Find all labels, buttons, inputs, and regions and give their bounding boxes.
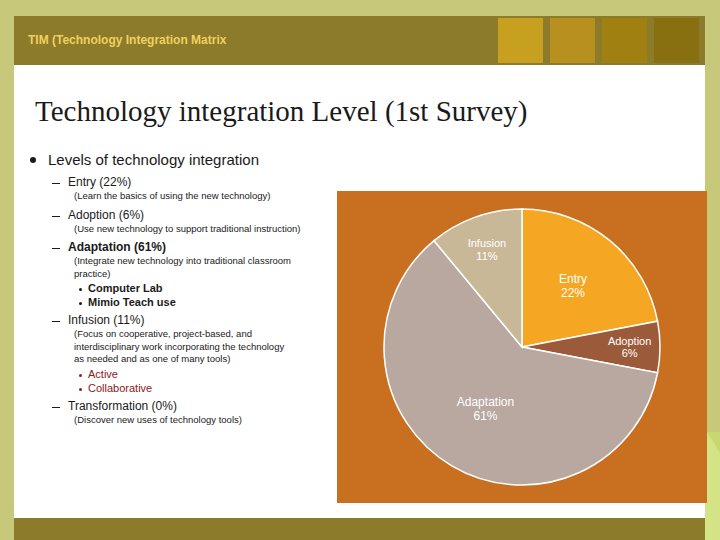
value-label: 22% bbox=[561, 286, 585, 300]
subtitle: TIM (Technology Integration Matrix bbox=[28, 16, 226, 65]
annotation: (Learn the basics of using the new techn… bbox=[22, 190, 327, 203]
dash bbox=[52, 216, 60, 217]
category-label: Infusion bbox=[468, 237, 507, 249]
value-label: 6% bbox=[622, 347, 638, 359]
bullet bbox=[79, 288, 82, 291]
bottom-bar bbox=[14, 518, 705, 540]
annotation-text: Transformation (0%) bbox=[68, 399, 177, 413]
labels: Entry22% Adoption6% Adaptation61% Infusion1… bbox=[457, 237, 652, 423]
value-label: 11% bbox=[476, 250, 497, 262]
dash bbox=[52, 407, 60, 408]
bullet bbox=[30, 157, 36, 163]
annotation-text: Entry (22%) bbox=[68, 175, 131, 189]
annotation: Levels of technology integration bbox=[22, 151, 327, 168]
annotation-text: (Use new technology to support tradition… bbox=[74, 223, 301, 234]
slices bbox=[384, 209, 660, 485]
header-square bbox=[602, 18, 647, 63]
annotation-text: Adoption (6%) bbox=[68, 208, 144, 222]
annotation: Collaborative bbox=[22, 382, 327, 394]
annotation-text: (Integrate new technology into tradition… bbox=[74, 255, 291, 279]
dash bbox=[52, 321, 60, 322]
header-square bbox=[498, 18, 543, 63]
annotation: Entry (22%) bbox=[22, 175, 327, 189]
title: Technology integration Level (1st Survey… bbox=[35, 95, 527, 128]
annotation-text: Active bbox=[88, 368, 118, 380]
bullet bbox=[79, 302, 82, 305]
bullet bbox=[79, 388, 82, 391]
annotation: (Focus on cooperative, project-based, an… bbox=[22, 328, 327, 366]
slice-label: Adoption6% bbox=[608, 335, 651, 360]
category-label: Adoption bbox=[608, 335, 651, 347]
value-label: 61% bbox=[473, 409, 497, 423]
annotation-text: Levels of technology integration bbox=[48, 151, 259, 168]
annotation: Computer Lab bbox=[22, 282, 327, 294]
pie-background bbox=[337, 191, 707, 503]
annotation: (Discover new uses of technology tools) bbox=[22, 414, 327, 427]
annotation: Adaptation (61%) bbox=[22, 240, 327, 254]
dash bbox=[52, 183, 60, 184]
dash bbox=[52, 248, 60, 249]
text-column: Levels of technology integration Entry (2… bbox=[22, 151, 327, 426]
annotation-text: (Discover new uses of technology tools) bbox=[74, 414, 242, 425]
annotation-text: Adaptation (61%) bbox=[68, 240, 166, 254]
bullet bbox=[79, 374, 82, 377]
header-square bbox=[654, 18, 699, 63]
annotation: Active bbox=[22, 368, 327, 380]
header-bar: TIM (Technology Integration Matrix bbox=[14, 16, 705, 65]
annotation: (Use new technology to support tradition… bbox=[22, 223, 327, 236]
annotation-text: Infusion (11%) bbox=[68, 313, 144, 327]
annotation-text: Collaborative bbox=[88, 382, 152, 394]
category-label: Entry bbox=[559, 272, 587, 286]
annotation-text: (Focus on cooperative, project-based, an… bbox=[74, 328, 284, 364]
header-square bbox=[550, 18, 595, 63]
annotation-text: Computer Lab bbox=[88, 282, 163, 294]
annotation: Adoption (6%) bbox=[22, 208, 327, 222]
annotation: Mimio Teach use bbox=[22, 296, 327, 308]
annotation-text: (Learn the basics of using the new techn… bbox=[74, 190, 270, 201]
annotation: Infusion (11%) bbox=[22, 313, 327, 327]
slice-label: Infusion11% bbox=[468, 237, 507, 262]
slice-label: Entry22% bbox=[559, 272, 587, 300]
pie-slice bbox=[434, 209, 522, 347]
annotation-text: Mimio Teach use bbox=[88, 296, 176, 308]
slice-label: Adaptation61% bbox=[457, 395, 514, 423]
category-label: Adaptation bbox=[457, 395, 514, 409]
annotation: Transformation (0%) bbox=[22, 399, 327, 413]
pie-chart: Entry22% Adoption6% Adaptation61% Infusion1… bbox=[337, 191, 707, 503]
annotation: (Integrate new technology into tradition… bbox=[22, 255, 327, 280]
